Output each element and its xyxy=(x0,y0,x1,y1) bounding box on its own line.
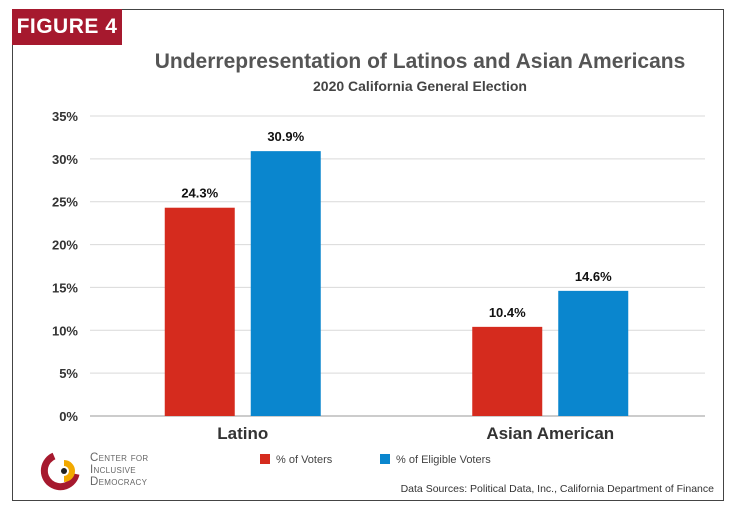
logo-text: Center for Inclusive Democracy xyxy=(90,452,149,488)
data-label: 10.4% xyxy=(489,305,526,320)
logo-line-3: Democracy xyxy=(90,476,148,488)
y-tick-label: 10% xyxy=(52,323,78,338)
y-tick-label: 35% xyxy=(52,109,78,124)
y-tick-label: 0% xyxy=(59,409,78,424)
bar xyxy=(164,207,235,416)
logo-line-1: Center for xyxy=(90,452,149,464)
chart-subtitle: 2020 California General Election xyxy=(313,78,527,94)
y-tick-label: 30% xyxy=(52,152,78,167)
bar xyxy=(472,326,543,416)
chart-title: Underrepresentation of Latinos and Asian… xyxy=(154,50,686,73)
legend-item-eligible-voters: % of Eligible Voters xyxy=(380,454,491,466)
data-source-note: Data Sources: Political Data, Inc., Cali… xyxy=(400,483,714,495)
legend-swatch-eligible-voters xyxy=(380,454,390,464)
y-tick-label: 15% xyxy=(52,280,78,295)
bar xyxy=(250,151,321,416)
legend-label-voters: % of Voters xyxy=(276,454,333,466)
data-label: 30.9% xyxy=(267,129,304,144)
bar xyxy=(558,290,629,416)
x-tick-label: Asian American xyxy=(486,424,614,443)
data-label: 14.6% xyxy=(575,269,612,284)
legend-label-eligible-voters: % of Eligible Voters xyxy=(396,454,491,466)
logo-line-2: Inclusive xyxy=(90,464,136,476)
legend-item-voters: % of Voters xyxy=(260,454,332,466)
legend-swatch-voters xyxy=(260,454,270,464)
y-tick-label: 5% xyxy=(59,366,78,381)
figure-frame xyxy=(12,9,724,501)
x-tick-label: Latino xyxy=(217,424,268,443)
y-tick-label: 20% xyxy=(52,238,78,253)
y-tick-label: 25% xyxy=(52,195,78,210)
center-for-inclusive-democracy-logo xyxy=(40,452,80,491)
figure-badge: FIGURE 4 xyxy=(12,9,122,45)
data-label: 24.3% xyxy=(181,186,218,201)
